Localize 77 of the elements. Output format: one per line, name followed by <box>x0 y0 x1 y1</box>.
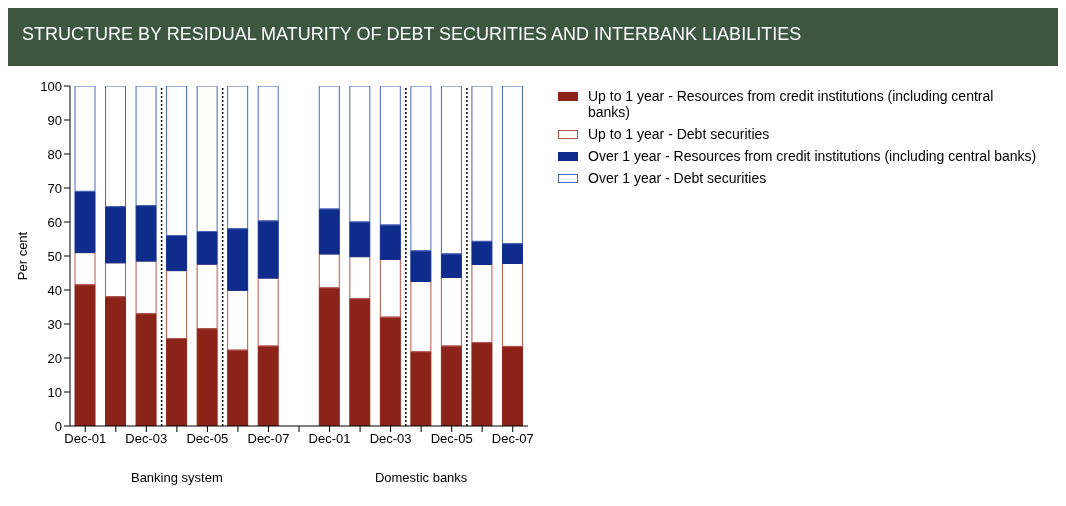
bar <box>501 243 523 264</box>
bar <box>135 313 157 426</box>
bar <box>166 338 188 426</box>
bar <box>379 316 401 426</box>
bar <box>227 228 249 291</box>
bar <box>349 298 371 426</box>
bar <box>379 86 401 226</box>
legend-label: Over 1 year - Resources from credit institutions (including central banks) <box>588 148 1038 164</box>
bar <box>440 276 462 347</box>
y-tick-label: 100 <box>40 78 62 94</box>
bar <box>166 270 188 340</box>
bar <box>257 345 279 426</box>
x-tick-label: Dec-07 <box>491 431 534 447</box>
bar <box>257 277 279 347</box>
bar <box>318 287 340 426</box>
bar <box>349 221 371 258</box>
bar <box>471 86 493 242</box>
y-tick-label: 90 <box>47 112 62 128</box>
bar <box>105 296 127 426</box>
bar <box>410 86 432 252</box>
bar <box>257 86 279 222</box>
bar <box>410 281 432 353</box>
bar <box>471 240 493 265</box>
y-tick-label: 80 <box>47 146 62 162</box>
bar <box>318 208 340 255</box>
legend-label: Over 1 year - Debt securities <box>588 170 768 186</box>
bar <box>105 86 127 208</box>
legend-label: Up to 1 year - Debt securities <box>588 126 771 142</box>
bar <box>166 235 188 272</box>
chart-title: STRUCTURE BY RESIDUAL MATURITY OF DEBT SECURITIES AND INTERBANK LIABILITIES <box>8 8 1058 66</box>
bar <box>501 86 523 245</box>
bar <box>257 220 279 279</box>
bar <box>74 284 96 426</box>
x-tick-label: Dec-01 <box>64 431 107 447</box>
x-tick-label: Dec-07 <box>247 431 290 447</box>
y-tick-label: 30 <box>47 316 62 332</box>
text: Banking system <box>129 470 224 485</box>
y-tick-label: 60 <box>47 214 62 230</box>
x-tick-label: Dec-03 <box>125 431 168 447</box>
x-tick-label: Dec-05 <box>430 431 473 447</box>
bar <box>501 345 523 426</box>
y-tick-label: 70 <box>47 180 62 196</box>
y-axis-title: Per cent <box>14 231 30 281</box>
x-tick-label: Dec-01 <box>308 431 351 447</box>
bar <box>227 86 249 230</box>
bar <box>74 86 96 192</box>
bar <box>135 205 157 262</box>
bar <box>410 250 432 282</box>
bar <box>440 345 462 426</box>
bar <box>471 264 493 344</box>
bar <box>196 328 218 426</box>
bar <box>471 342 493 426</box>
bar <box>379 224 401 260</box>
bar <box>440 86 462 255</box>
bar <box>196 263 218 330</box>
x-tick-label: Dec-03 <box>369 431 412 447</box>
y-tick-label: 0 <box>54 418 62 434</box>
bar <box>74 190 96 254</box>
y-tick-label: 50 <box>47 248 62 264</box>
y-tick-label: 20 <box>47 350 62 366</box>
y-tick-label: 40 <box>47 282 62 298</box>
x-tick-label: Dec-05 <box>186 431 229 447</box>
bar <box>410 351 432 426</box>
bar <box>318 86 340 210</box>
legend-label: Up to 1 year - Resources from credit institutions (including central banks) <box>588 88 995 120</box>
bar <box>227 349 249 426</box>
bar <box>135 260 157 315</box>
bar <box>135 86 157 207</box>
bar <box>166 86 188 237</box>
bar <box>501 262 523 347</box>
bar <box>349 86 371 223</box>
y-tick-label: 10 <box>47 384 62 400</box>
text: Domestic banks <box>373 470 469 485</box>
bar <box>196 86 218 233</box>
bar <box>440 253 462 278</box>
bar <box>196 231 218 265</box>
bar <box>105 206 127 264</box>
